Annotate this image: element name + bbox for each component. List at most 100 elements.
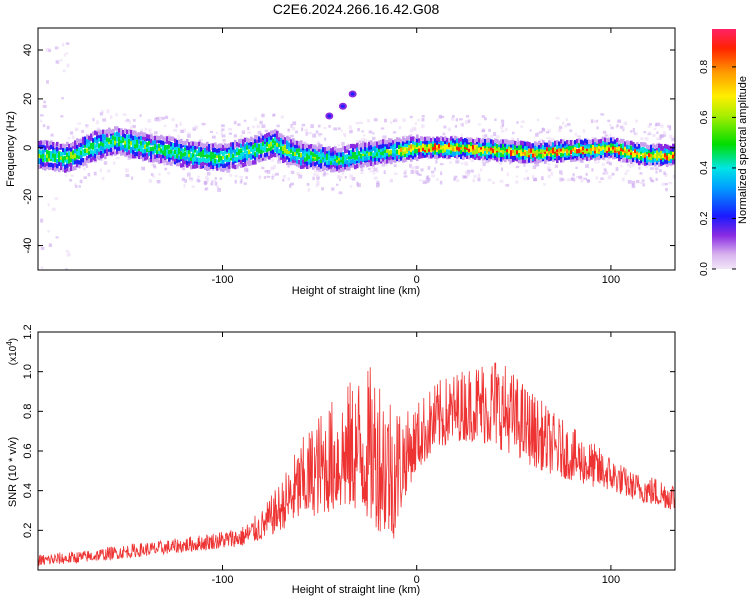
spectrogram-cell <box>324 147 327 152</box>
spectrogram-cell <box>438 151 441 157</box>
spectrogram-speckle <box>214 177 217 180</box>
spectrogram-cell <box>586 152 589 157</box>
spectrogram-cell <box>56 163 59 169</box>
spectrogram-cell <box>552 146 555 152</box>
spectrogram-cell <box>154 142 157 147</box>
spectrogram-cell <box>140 143 143 149</box>
spectrogram-speckle <box>409 128 414 133</box>
spectrogram-cell <box>276 142 279 147</box>
spectrogram-cell <box>482 141 485 147</box>
spectrogram-speckle <box>228 127 233 131</box>
spectrogram-cell <box>436 150 439 156</box>
spectrogram-speckle <box>47 230 50 233</box>
spectrogram-speckle <box>350 176 353 180</box>
spectrogram-cell <box>90 149 93 154</box>
spectrogram-cell <box>604 142 607 148</box>
spectrogram-cell <box>650 158 653 163</box>
spectrogram-cell <box>352 154 355 159</box>
spectrogram-cell <box>620 153 623 159</box>
spectrogram-cell <box>130 147 133 152</box>
spectrogram-cell <box>580 139 583 145</box>
spectrogram-cell <box>92 155 95 161</box>
snr-multiplier: (x104) <box>5 338 19 365</box>
spectrogram-speckle <box>87 172 91 177</box>
spectrogram-cell <box>626 150 629 156</box>
spectrogram-cell <box>370 161 373 167</box>
spectrogram-cell <box>94 156 97 162</box>
spectrogram-speckle <box>477 173 481 177</box>
spectrogram-cell <box>152 136 155 141</box>
spectrogram-speckle <box>243 182 247 185</box>
spectrogram-cell <box>656 143 659 149</box>
spectrogram-cell <box>302 151 305 157</box>
spectrogram-cell <box>80 153 83 159</box>
spectrogram-cell <box>342 158 345 163</box>
spectrogram-cell <box>92 145 95 150</box>
spectrogram-cell <box>174 138 177 144</box>
spectrogram-cell <box>450 140 453 145</box>
spectrogram-cell <box>44 166 47 171</box>
spectrogram-speckle <box>490 135 493 139</box>
spectrogram-cell <box>498 146 501 151</box>
spectrogram-cell <box>496 152 499 158</box>
spectrogram-cell <box>530 148 533 153</box>
spectrogram-cell <box>160 142 163 148</box>
spectrogram-cell <box>388 150 391 155</box>
spectrogram-cell <box>470 153 473 158</box>
spectrogram-speckle <box>535 162 540 167</box>
spectrogram-cell <box>316 165 319 171</box>
spectrogram-speckle <box>547 168 552 172</box>
colorbar-tick-label: 0.4 <box>699 161 710 175</box>
spectrogram-cell <box>114 140 117 145</box>
spectrogram-speckle <box>619 160 623 164</box>
spectrogram-cell <box>650 144 653 150</box>
spectrogram-cell <box>286 144 289 150</box>
spectrogram-speckle <box>257 130 262 135</box>
spectrogram-speckle <box>488 128 491 132</box>
spectrogram-cell <box>388 155 391 161</box>
spectrogram-speckle <box>63 53 66 57</box>
spectrogram-speckle <box>578 175 583 180</box>
spectrogram-cell <box>172 136 175 142</box>
spectrogram-speckle <box>50 133 54 137</box>
spectrogram-cell <box>414 137 417 142</box>
spectrogram-cell <box>162 158 165 163</box>
spectrogram-cell <box>222 154 225 159</box>
spectrogram-speckle <box>418 173 422 176</box>
spectrogram-speckle <box>275 172 279 176</box>
spectrogram-cell <box>268 139 271 145</box>
spectrogram-speckle <box>520 125 524 128</box>
spectrogram-cell <box>584 138 587 144</box>
spectrogram-cell <box>386 159 389 164</box>
spectrogram-cell <box>40 163 43 169</box>
spectrogram-cell <box>658 162 661 167</box>
spectrogram-cell <box>602 141 605 146</box>
spectrogram-speckle <box>139 114 142 117</box>
spectrogram-speckle <box>196 178 200 183</box>
spectrogram-cell <box>318 165 321 171</box>
spectrogram-speckle <box>650 167 654 170</box>
spectrogram-cell <box>142 149 145 154</box>
spectrogram-speckle <box>538 131 543 134</box>
spectrogram-cell <box>316 149 319 154</box>
spectrogram-cell <box>174 145 177 150</box>
spectrogram-cell <box>606 152 609 157</box>
spectrogram-speckle <box>610 126 614 130</box>
spectrogram-cell <box>540 153 543 159</box>
spectrogram-speckle <box>144 127 148 131</box>
spectrogram-cell <box>646 158 649 163</box>
spectrogram-cell <box>284 140 287 145</box>
spectrogram-cell <box>608 140 611 145</box>
spectrogram-speckle <box>241 130 246 134</box>
spectrogram-cell <box>40 158 43 163</box>
spectrogram-cell <box>182 141 185 146</box>
spectrogram-cell <box>524 155 527 160</box>
spectrogram-cell <box>208 150 211 155</box>
spectrogram-cell <box>192 141 195 146</box>
spectrogram-cell <box>86 139 89 144</box>
spectrogram-cell <box>402 158 405 163</box>
spectrogram-speckle <box>582 129 586 133</box>
spectrogram-cell <box>300 147 303 153</box>
spectrogram-cell <box>222 167 225 173</box>
